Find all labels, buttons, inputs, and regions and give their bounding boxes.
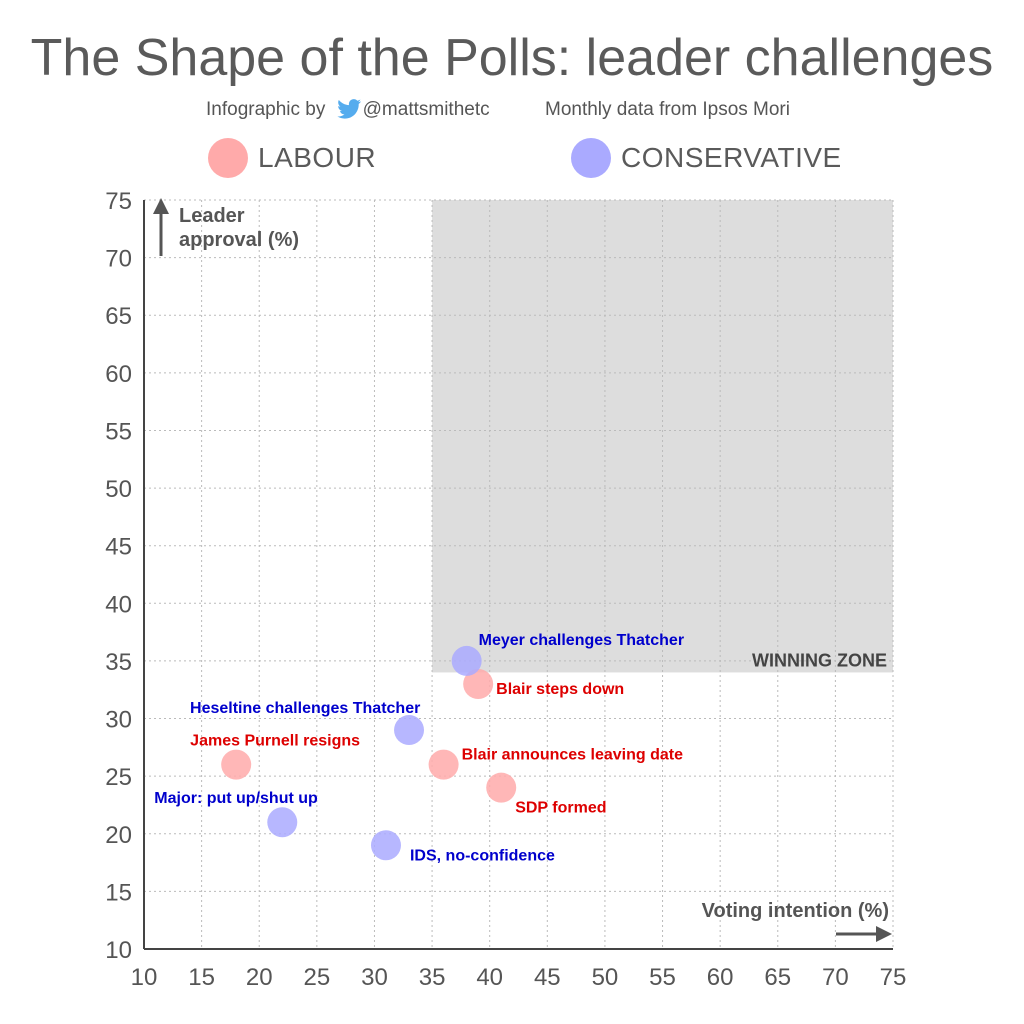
legend-labour: LABOUR (208, 138, 376, 178)
data-label-conservative: Major: put up/shut up (154, 790, 318, 807)
y-tick-label: 20 (105, 822, 132, 849)
chart-title: The Shape of the Polls: leader challenge… (30, 29, 994, 87)
twitter-icon (336, 99, 361, 119)
x-tick-label: 75 (880, 964, 907, 991)
y-tick-label: 35 (105, 649, 132, 676)
x-tick-label: 65 (764, 964, 791, 991)
x-tick-label: 45 (534, 964, 561, 991)
data-label-labour: Blair announces leaving date (462, 747, 683, 764)
x-tick-label: 60 (707, 964, 734, 991)
x-tick-label: 15 (188, 964, 215, 991)
x-tick-label: 10 (131, 964, 158, 991)
x-tick-label: 35 (419, 964, 446, 991)
data-label-labour: James Purnell resigns (190, 733, 360, 750)
data-point-labour (486, 772, 517, 803)
data-point-labour (463, 668, 494, 699)
y-tick-label: 60 (105, 361, 132, 388)
y-tick-label: 15 (105, 879, 132, 906)
data-source: Monthly data from Ipsos Mori (545, 99, 790, 120)
legend-conservative-label: CONSERVATIVE (621, 142, 842, 173)
x-tick-label: 55 (649, 964, 676, 991)
data-label-conservative: IDS, no-confidence (410, 847, 555, 864)
legend-conservative-dot (571, 138, 611, 178)
data-point-conservative (267, 807, 298, 838)
y-axis-label-line1: Leader (179, 205, 245, 227)
y-tick-label: 45 (105, 534, 132, 561)
data-label-labour: Blair steps down (496, 681, 624, 698)
data-label-conservative: Heseltine challenges Thatcher (190, 700, 420, 717)
y-tick-label: 30 (105, 707, 132, 734)
data-point-conservative (394, 715, 425, 746)
twitter-handle[interactable]: @mattsmithetc (362, 99, 490, 120)
y-tick-label: 25 (105, 764, 132, 791)
x-axis-arrow-icon (876, 926, 892, 942)
y-axis-arrow-icon (153, 198, 169, 214)
x-axis-label: Voting intention (%) (702, 900, 889, 922)
data-point-conservative (370, 830, 401, 861)
legend-conservative: CONSERVATIVE (571, 138, 842, 178)
x-tick-label: 40 (476, 964, 503, 991)
legend-labour-label: LABOUR (258, 142, 377, 173)
y-tick-label: 50 (105, 476, 132, 503)
x-tick-label: 25 (303, 964, 330, 991)
y-tick-label: 55 (105, 418, 132, 445)
y-tick-label: 65 (105, 303, 132, 330)
data-label-conservative: Meyer challenges Thatcher (479, 632, 684, 649)
x-tick-label: 30 (361, 964, 388, 991)
data-label-labour: SDP formed (515, 800, 606, 817)
data-point-labour (221, 749, 252, 780)
data-point-labour (428, 749, 459, 780)
legend-labour-dot (208, 138, 248, 178)
y-tick-label: 75 (105, 188, 132, 215)
x-tick-label: 50 (592, 964, 619, 991)
x-tick-label: 20 (246, 964, 273, 991)
y-tick-label: 70 (105, 246, 132, 273)
y-tick-label: 40 (105, 591, 132, 618)
data-point-conservative (451, 645, 482, 676)
y-axis-label-line2: approval (%) (179, 229, 299, 251)
byline-prefix: Infographic by (206, 99, 326, 120)
byline: Infographic by @mattsmithetc (206, 99, 490, 121)
x-tick-label: 70 (822, 964, 849, 991)
winning-zone-label: WINNING ZONE (752, 650, 887, 670)
y-tick-label: 10 (105, 937, 132, 964)
